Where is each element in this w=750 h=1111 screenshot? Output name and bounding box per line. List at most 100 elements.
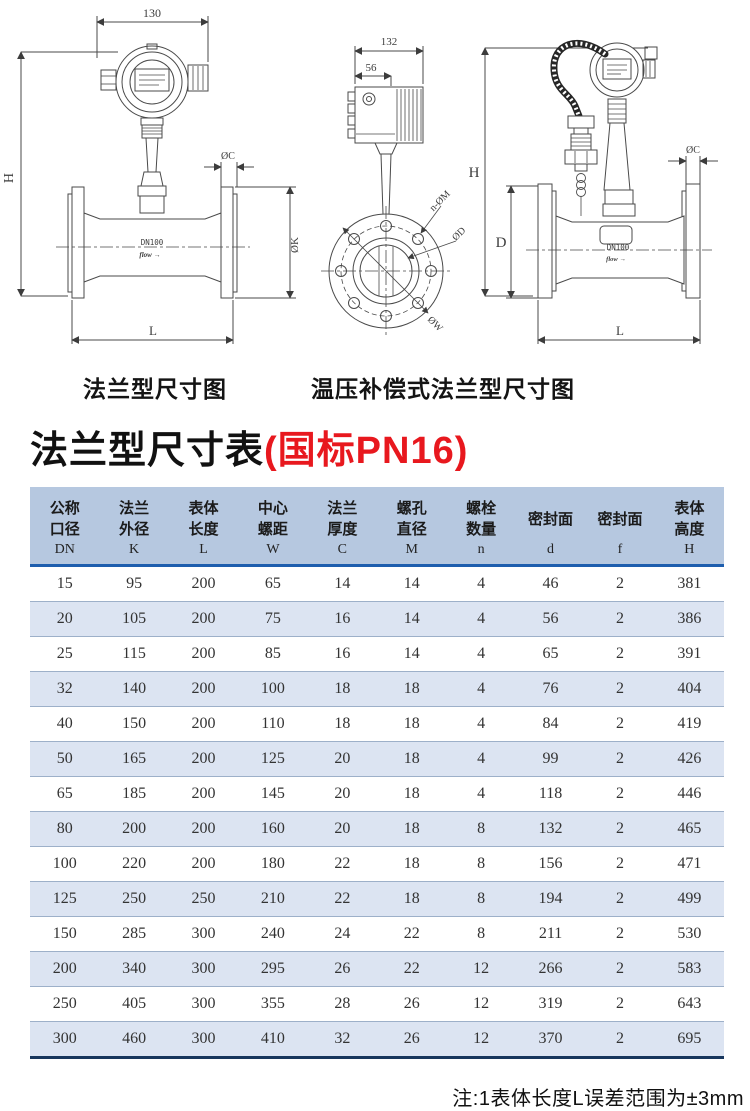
dim-56-label: 56 (366, 62, 378, 74)
table-cell: 2 (615, 785, 624, 802)
table-row: 15 95 200 65 14 14 4 46 2 381 (30, 567, 724, 602)
dim-l-label: L (149, 323, 157, 338)
table-cell: 2 (615, 575, 624, 592)
table-cell: 132 (538, 820, 563, 837)
table-cell: 25 (56, 645, 73, 662)
table-row: 32 140 200 100 18 18 4 76 2 404 (30, 672, 724, 707)
table-row: 200 340 300 295 26 22 12 266 2 583 (30, 952, 724, 987)
table-cell: 20 (334, 785, 351, 802)
dim-od-label: ØD (450, 225, 468, 243)
table-cell: 220 (122, 855, 147, 872)
table-cell: 200 (122, 820, 147, 837)
table-cell: 4 (477, 750, 486, 767)
table-cell: 4 (477, 610, 486, 627)
table-cell: 115 (122, 645, 146, 662)
table-cell: 2 (615, 610, 624, 627)
table-cell: 145 (260, 785, 285, 802)
table-body: 15 95 200 65 14 14 4 46 2 381 20 105 200 75 16 14 4 56 2 38… (30, 567, 724, 1059)
table-row: 50 165 200 125 20 18 4 99 2 426 (30, 742, 724, 777)
table-cell: 8 (477, 855, 486, 872)
table-row: 20 105 200 75 16 14 4 56 2 386 (30, 602, 724, 637)
table-cell: 319 (538, 995, 563, 1012)
table-row: 25 115 200 85 16 14 4 65 2 391 (30, 637, 724, 672)
table-cell: 250 (191, 890, 216, 907)
table-cell: 18 (403, 750, 420, 767)
table-cell: 426 (677, 750, 702, 767)
table-cell: 643 (677, 995, 702, 1012)
table-row: 300 460 300 410 32 26 12 370 2 695 (30, 1022, 724, 1059)
table-cell: 185 (122, 785, 147, 802)
dim-oc2-label: ØC (686, 145, 700, 156)
table-cell: 300 (191, 1030, 216, 1047)
table-cell: 4 (477, 715, 486, 732)
table-cell: 200 (191, 750, 216, 767)
table-cell: 2 (615, 680, 624, 697)
table-cell: 200 (191, 610, 216, 627)
dim-oc-label: ØC (221, 151, 235, 162)
table-cell: 100 (260, 680, 285, 697)
dimension-table: 公称 口径 DN 法兰 外径 K 表体 长度 L 中心 螺距 W 法兰 厚度 C 螺孔 直径 M 螺栓 数量 n 密封面 d… (30, 487, 724, 1059)
table-cell: 14 (403, 575, 420, 592)
dim-h-label: H (2, 173, 17, 183)
table-cell: 12 (473, 960, 490, 977)
table-cell: 446 (677, 785, 702, 802)
table-cell: 419 (677, 715, 702, 732)
brand-logo-2: flow → (606, 256, 626, 263)
table-cell: 40 (56, 715, 73, 732)
column-header: 法兰 厚度 C (308, 487, 377, 558)
table-cell: 20 (56, 610, 73, 627)
table-cell: 2 (615, 715, 624, 732)
table-cell: 125 (52, 890, 77, 907)
column-header: 公称 口径 DN (30, 487, 99, 558)
table-cell: 56 (542, 610, 559, 627)
table-cell: 2 (615, 960, 624, 977)
table-cell: 12 (473, 1030, 490, 1047)
table-cell: 194 (538, 890, 563, 907)
table-cell: 2 (615, 890, 624, 907)
table-cell: 465 (677, 820, 702, 837)
table-cell: 22 (334, 890, 351, 907)
column-symbol: W (266, 542, 280, 557)
table-cell: 300 (52, 1030, 77, 1047)
table-cell: 200 (191, 785, 216, 802)
table-cell: 150 (52, 925, 77, 942)
table-cell: 2 (615, 750, 624, 767)
table-cell: 18 (334, 680, 351, 697)
table-cell: 16 (334, 610, 351, 627)
dimension-drawings: 130 H ØC ØK L DN100 flow → (2, 6, 718, 344)
right-drawing-caption: 温压补偿式法兰型尺寸图 (311, 376, 575, 402)
table-cell: 355 (260, 995, 285, 1012)
table-cell: 22 (403, 960, 420, 977)
table-cell: 2 (615, 855, 624, 872)
table-cell: 156 (538, 855, 563, 872)
column-header: 中心 螺距 W (238, 487, 307, 558)
column-symbol: C (337, 542, 347, 557)
table-cell: 2 (615, 1030, 624, 1047)
table-cell: 250 (52, 995, 77, 1012)
dim-h2-label: H (469, 165, 480, 181)
table-cell: 18 (403, 680, 420, 697)
table-cell: 26 (334, 960, 351, 977)
table-cell: 460 (122, 1030, 147, 1047)
table-row: 40 150 200 110 18 18 4 84 2 419 (30, 707, 724, 742)
table-cell: 140 (122, 680, 147, 697)
table-cell: 340 (122, 960, 147, 977)
table-cell: 22 (334, 855, 351, 872)
table-cell: 410 (260, 1030, 285, 1047)
table-cell: 75 (264, 610, 281, 627)
table-cell: 15 (56, 575, 73, 592)
table-cell: 200 (191, 645, 216, 662)
table-cell: 471 (677, 855, 702, 872)
table-cell: 18 (334, 715, 351, 732)
table-cell: 16 (334, 645, 351, 662)
table-cell: 240 (260, 925, 285, 942)
column-symbol: n (477, 542, 485, 557)
table-cell: 99 (542, 750, 559, 767)
dim-l2-label: L (616, 323, 624, 338)
table-header-row: 公称 口径 DN 法兰 外径 K 表体 长度 L 中心 螺距 W 法兰 厚度 C 螺孔 直径 M 螺栓 数量 n 密封面 d… (30, 487, 724, 567)
table-cell: 200 (191, 820, 216, 837)
table-cell: 200 (52, 960, 77, 977)
table-cell: 24 (334, 925, 351, 942)
table-cell: 300 (191, 960, 216, 977)
